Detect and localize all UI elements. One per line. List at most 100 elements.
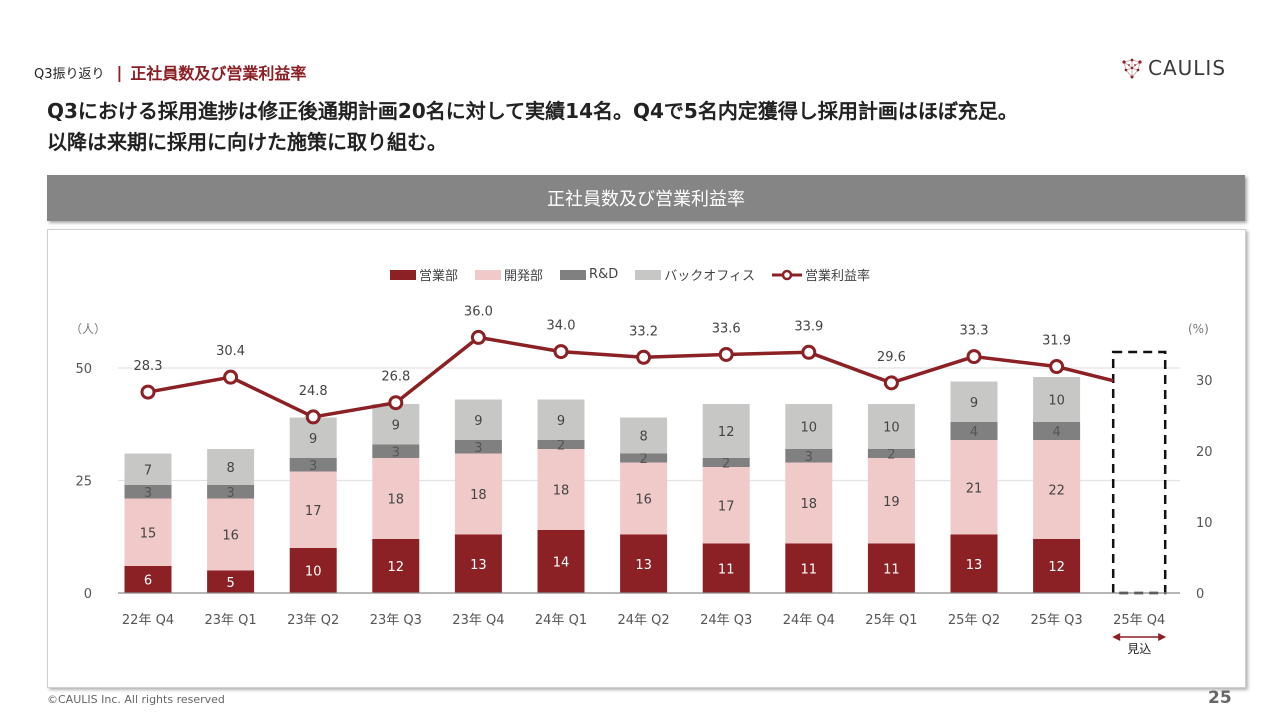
y-left-tick-label: 25 [75, 475, 92, 490]
bar-value-label: 9 [309, 432, 317, 447]
bar-value-label: 12 [718, 425, 735, 440]
bar-segment-backoffice [620, 417, 668, 454]
bar-value-label: 5 [226, 576, 234, 591]
bar-segment-dev [620, 462, 668, 535]
bar-segment-dev [537, 449, 585, 530]
bar-value-label: 19 [883, 495, 900, 510]
y-right-tick-label: 20 [1196, 445, 1213, 460]
bar-value-label: 21 [966, 481, 983, 496]
bar-value-label: 7 [144, 463, 152, 478]
bar-segment-rnd [537, 440, 585, 449]
margin-point [966, 349, 982, 365]
bar-value-label: 18 [470, 488, 487, 503]
breadcrumb-separator: | [116, 62, 123, 82]
margin-value-label: 33.2 [629, 324, 658, 339]
bar-segment-rnd [124, 485, 172, 499]
y-right-tick-label: 0 [1196, 587, 1204, 602]
bar-segment-sales [454, 534, 502, 593]
bar-segment-backoffice [124, 453, 172, 485]
bar-value-label: 10 [883, 421, 900, 436]
bar-value-label: 10 [1048, 394, 1065, 409]
bar-value-label: 18 [388, 493, 405, 508]
x-tick-label: 24年 Q4 [783, 613, 835, 628]
bar-segment-rnd [950, 422, 998, 440]
chart-legend: 営業部 開発部 R&D バックオフィス 営業利益率 [390, 265, 887, 284]
x-tick-label: 25年 Q2 [948, 613, 1000, 628]
x-tick-label: 24年 Q1 [535, 613, 587, 628]
margin-value-label: 33.3 [960, 324, 989, 339]
margin-value-label: 26.8 [381, 370, 410, 385]
bar-segment-backoffice [207, 449, 255, 485]
bar-value-label: 2 [639, 452, 647, 467]
y-left-tick-label: 50 [75, 362, 92, 377]
bar-segment-rnd [867, 449, 915, 458]
bar-value-label: 3 [226, 486, 234, 501]
headline-line-1: Q3における採用進捗は修正後通期計画20名に対して実績14名。Q4で5名内定獲得… [47, 99, 1018, 123]
bar-value-label: 3 [805, 450, 813, 465]
bar-segment-sales [124, 566, 172, 593]
margin-value-label: 31.9 [1042, 334, 1071, 349]
margin-value-label: 33.6 [712, 321, 741, 336]
bar-segment-sales [207, 570, 255, 593]
margin-point [470, 329, 486, 345]
bar-segment-dev [372, 458, 420, 539]
margin-point [1049, 359, 1065, 375]
bar-segment-backoffice [1033, 377, 1081, 422]
chart-title: 正社員数及び営業利益率 [547, 189, 745, 210]
y-left-tick-label: 0 [84, 587, 92, 602]
bar-value-label: 9 [557, 414, 565, 429]
bar-value-label: 13 [966, 558, 983, 573]
margin-point [223, 369, 239, 385]
legend-label: バックオフィス [664, 269, 755, 284]
bar-value-label: 11 [883, 562, 900, 577]
forecast-label: 見込 [1127, 642, 1151, 656]
chart-title-banner: 正社員数及び営業利益率 [47, 175, 1245, 221]
bar-segment-dev [950, 440, 998, 535]
network-heart-icon [1122, 58, 1142, 79]
bar-value-label: 6 [144, 574, 152, 589]
y-right-axis-label: (%) [1188, 322, 1209, 336]
margin-value-label: 33.9 [794, 319, 823, 334]
headline-line-2: 以降は来期に採用に向けた施策に取り組む。 [47, 130, 447, 154]
legend-swatch-sales [390, 269, 416, 280]
bar-value-label: 22 [1048, 484, 1065, 499]
bar-value-label: 14 [553, 556, 570, 571]
bar-segment-sales [372, 539, 420, 593]
margin-point [801, 344, 817, 360]
legend-swatch-dev [475, 269, 502, 280]
bar-value-label: 16 [635, 493, 652, 508]
bar-segment-rnd [1033, 422, 1081, 440]
bar-segment-sales [702, 543, 750, 593]
bar-segment-rnd [454, 440, 502, 454]
bar-segment-dev [207, 498, 255, 571]
legend-label: 開発部 [504, 269, 544, 284]
margin-value-label: 28.3 [134, 359, 163, 374]
slide-topic: 正社員数及び営業利益率 [130, 64, 307, 83]
arrow-right-icon [1158, 633, 1167, 641]
bar-value-label: 9 [392, 418, 400, 433]
bar-value-label: 17 [718, 499, 735, 514]
bar-value-label: 8 [639, 430, 647, 445]
margin-value-label: 30.4 [216, 344, 245, 359]
bar-value-label: 2 [887, 448, 895, 463]
bar-value-label: 4 [1052, 425, 1060, 440]
bar-value-label: 2 [557, 439, 565, 454]
bar-value-label: 10 [801, 421, 818, 436]
bar-value-label: 12 [1048, 560, 1065, 575]
copyright: ©CAULIS Inc. All rights reserved [47, 693, 225, 706]
bar-segment-rnd [620, 453, 668, 463]
bar-value-label: 2 [722, 457, 730, 472]
bar-value-label: 3 [309, 459, 317, 474]
legend-swatch-rnd [560, 269, 587, 280]
bar-segment-dev [785, 462, 833, 544]
x-tick-label: 23年 Q1 [205, 613, 257, 628]
bar-value-label: 4 [970, 425, 978, 440]
page-number: 25 [1208, 688, 1232, 708]
margin-value-label: 29.6 [877, 350, 906, 365]
bar-segment-sales [537, 530, 585, 593]
margin-value-label: 24.8 [299, 384, 328, 399]
legend-item-backoffice: バックオフィス [635, 265, 755, 284]
legend-swatch-backoffice [635, 269, 662, 280]
legend-item-dev: 開発部 [475, 265, 543, 284]
legend-item-rnd: R&D [560, 267, 618, 282]
